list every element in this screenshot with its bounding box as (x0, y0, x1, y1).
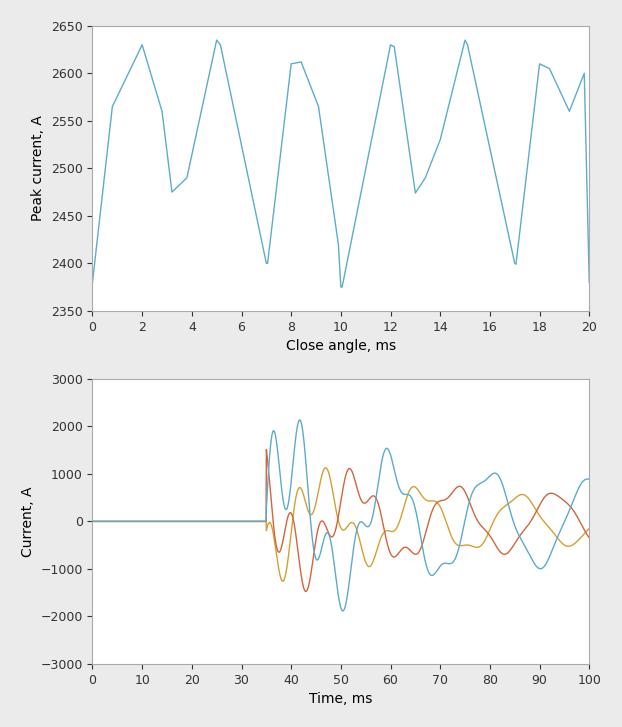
Y-axis label: Current, A: Current, A (21, 486, 35, 557)
Y-axis label: Peak current, A: Peak current, A (31, 116, 45, 221)
X-axis label: Close angle, ms: Close angle, ms (285, 339, 396, 353)
X-axis label: Time, ms: Time, ms (309, 692, 373, 706)
